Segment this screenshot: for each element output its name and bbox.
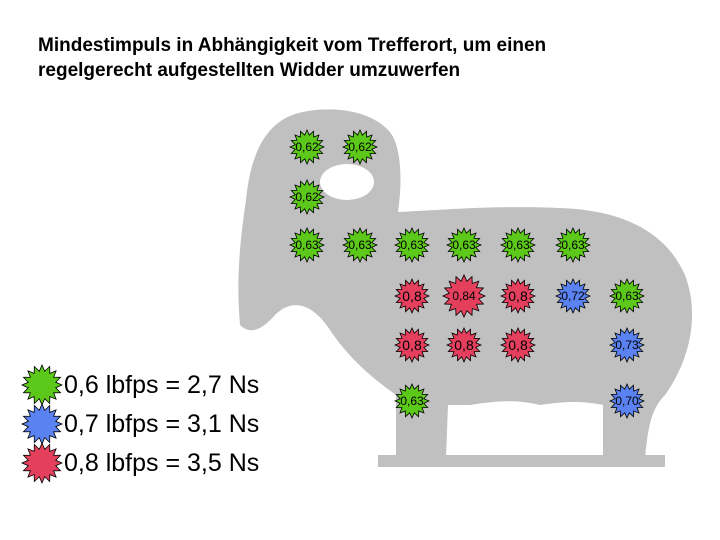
starburst-green [342, 227, 378, 263]
ram-base [378, 455, 665, 467]
starburst-green [394, 383, 430, 419]
starburst-blue [609, 327, 645, 363]
starburst-green [500, 227, 536, 263]
marker-value: 0,62 [295, 190, 319, 204]
impact-marker: 0,63 [609, 278, 645, 314]
marker-value: 0,63 [348, 238, 372, 252]
starburst-red [500, 278, 536, 314]
impact-marker: 0,63 [500, 227, 536, 263]
impact-marker: 0,8 [394, 327, 430, 363]
starburst-green [446, 227, 482, 263]
marker-value: 0,84 [452, 289, 476, 303]
impact-marker: 0,8 [500, 278, 536, 314]
marker-value: 0,63 [452, 238, 476, 252]
impact-marker: 0,8 [500, 327, 536, 363]
impact-marker: 0,62 [342, 129, 378, 165]
starburst-green [289, 227, 325, 263]
starburst-green [394, 227, 430, 263]
impact-marker: 0,63 [342, 227, 378, 263]
starburst-blue [609, 383, 645, 419]
horn-hole [320, 164, 374, 200]
title-line-1: Mindestimpuls in Abhängigkeit vom Treffe… [38, 35, 547, 56]
marker-value: 0,62 [295, 140, 319, 154]
impact-marker: 0,63 [289, 227, 325, 263]
marker-value: 0,63 [506, 238, 530, 252]
starburst-green [289, 179, 325, 215]
marker-value: 0,8 [454, 337, 474, 353]
marker-value: 0,73 [615, 338, 639, 352]
marker-value: 0,63 [561, 238, 585, 252]
starburst-green [342, 129, 378, 165]
legend-label-blue: 0,7 lbfps = 3,1 Ns [64, 410, 260, 438]
starburst-red [394, 327, 430, 363]
marker-value: 0,72 [561, 289, 585, 303]
impact-marker: 0,63 [446, 227, 482, 263]
legend-label-red: 0,8 lbfps = 3,5 Ns [64, 449, 260, 477]
legend-starburst-blue [20, 402, 64, 446]
marker-value: 0,8 [508, 288, 528, 304]
starburst-red [500, 327, 536, 363]
impact-marker: 0,63 [555, 227, 591, 263]
marker-value: 0,63 [400, 238, 424, 252]
marker-value: 0,8 [508, 337, 528, 353]
legend-label-green: 0,6 lbfps = 2,7 Ns [64, 371, 260, 399]
marker-value: 0,63 [295, 238, 319, 252]
legend-starburst-green [20, 363, 64, 407]
impact-marker: 0,8 [394, 278, 430, 314]
impact-marker: 0,63 [394, 227, 430, 263]
impact-marker: 0,84 [442, 274, 486, 318]
starburst-red [446, 327, 482, 363]
starburst-green [609, 278, 645, 314]
impact-marker: 0,73 [609, 327, 645, 363]
legend-icons [20, 363, 64, 485]
impact-marker: 0,70 [609, 383, 645, 419]
starburst-red [442, 274, 486, 318]
impact-markers: 0,62 0,62 0,62 0,63 0,63 0,63 0,63 0,63 0,63 0,8 0… [289, 129, 645, 419]
impact-marker: 0,72 [555, 278, 591, 314]
marker-value: 0,8 [402, 337, 422, 353]
marker-value: 0,63 [615, 289, 639, 303]
impact-marker: 0,8 [446, 327, 482, 363]
legend-starburst-red [20, 441, 64, 485]
starburst-red [394, 278, 430, 314]
impact-marker: 0,63 [394, 383, 430, 419]
marker-value: 0,8 [402, 288, 422, 304]
impact-marker: 0,62 [289, 179, 325, 215]
impact-marker: 0,62 [289, 129, 325, 165]
starburst-blue [555, 278, 591, 314]
marker-value: 0,70 [615, 394, 639, 408]
starburst-green [555, 227, 591, 263]
marker-value: 0,62 [348, 140, 372, 154]
title-line-2: regelgerecht aufgestellten Widder umzuwe… [38, 60, 461, 81]
starburst-green [289, 129, 325, 165]
marker-value: 0,63 [400, 394, 424, 408]
diagram-title: Mindestimpuls in Abhängigkeit vom Treffe… [38, 33, 546, 83]
